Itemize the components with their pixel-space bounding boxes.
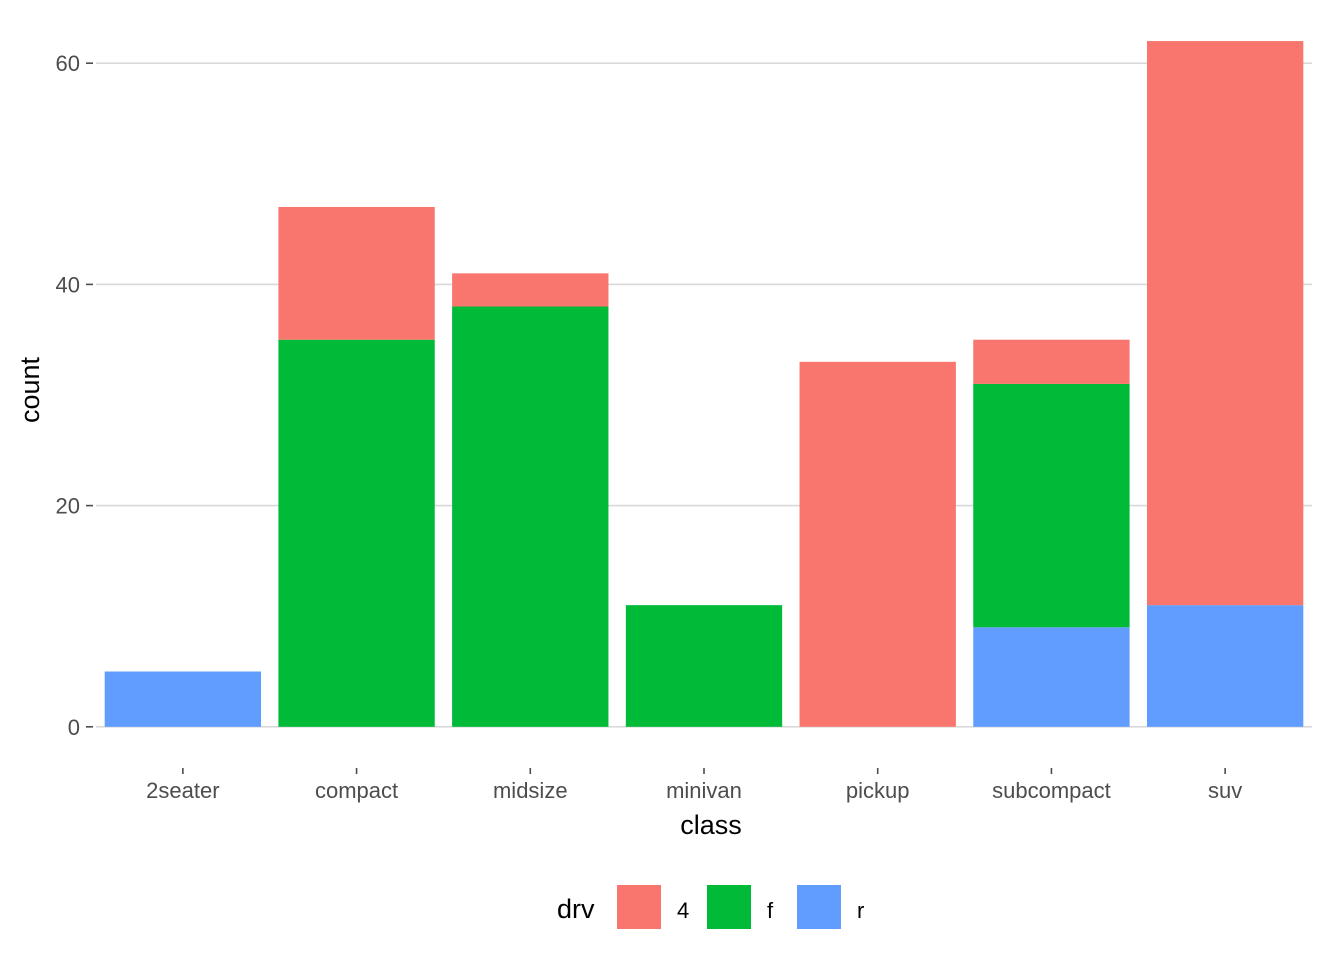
- y-tick-label: 20: [56, 494, 80, 519]
- x-tick-label: pickup: [846, 778, 910, 803]
- x-tick-label: minivan: [666, 778, 742, 803]
- bar-compact-4: [278, 206, 435, 340]
- y-axis-title: count: [15, 356, 45, 423]
- bar-subcompact-4: [973, 339, 1130, 384]
- y-tick-label: 60: [56, 51, 80, 76]
- bar-compact-f: [278, 339, 435, 727]
- x-axis: 2seater compact midsize minivan pickup subcom…: [146, 768, 1242, 803]
- bar-suv-4: [1146, 41, 1304, 606]
- x-tick-label: subcompact: [992, 778, 1111, 803]
- y-axis: 0 20 40 60: [56, 51, 93, 740]
- bar-suv-r: [1146, 605, 1304, 727]
- legend-title: drv: [557, 894, 595, 924]
- y-tick-label: 0: [68, 715, 80, 740]
- x-axis-title: class: [680, 810, 742, 840]
- bar-midsize-f: [452, 306, 609, 727]
- bar-subcompact-r: [973, 627, 1130, 727]
- x-tick-label: compact: [315, 778, 398, 803]
- x-tick-label: midsize: [493, 778, 568, 803]
- bar-minivan-f: [625, 605, 783, 727]
- bars: [104, 41, 1304, 727]
- legend: drv 4 f r: [557, 885, 864, 929]
- x-tick-label: 2seater: [146, 778, 219, 803]
- y-tick-label: 40: [56, 272, 80, 297]
- bar-pickup-4: [799, 361, 956, 727]
- bar-subcompact-f: [973, 383, 1130, 628]
- legend-label: r: [857, 898, 864, 923]
- legend-key-4: [617, 885, 661, 929]
- bar-2seater-r: [104, 671, 262, 727]
- legend-label: 4: [677, 898, 689, 923]
- legend-label: f: [767, 898, 774, 923]
- bar-midsize-4: [452, 273, 609, 307]
- legend-key-r: [797, 885, 841, 929]
- legend-keys: 4 f r: [617, 885, 864, 929]
- x-tick-label: suv: [1208, 778, 1242, 803]
- legend-key-f: [707, 885, 751, 929]
